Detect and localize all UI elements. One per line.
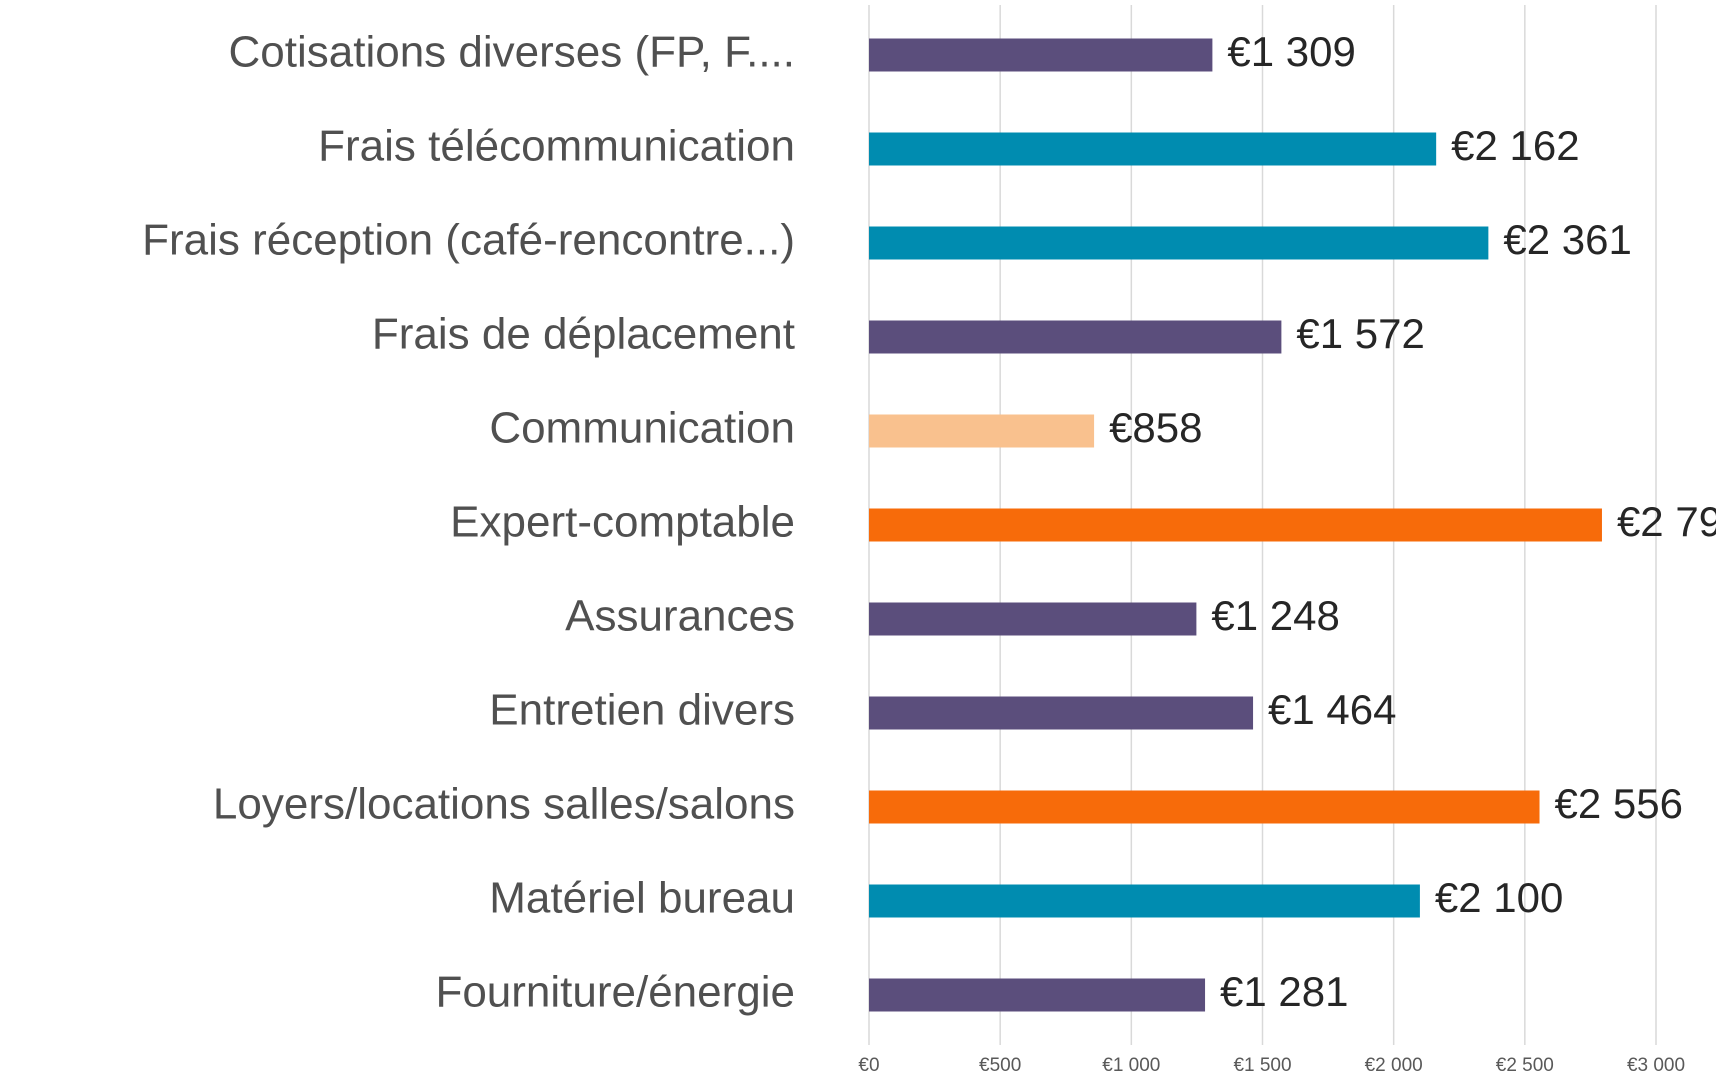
data-label: €1 281	[1220, 968, 1348, 1015]
x-tick-label: €2 000	[1365, 1055, 1423, 1076]
y-tick-label: Frais de déplacement	[372, 310, 795, 359]
bar	[869, 790, 1540, 824]
bar	[869, 320, 1282, 354]
data-label: €2 794	[1617, 498, 1716, 545]
bar	[869, 696, 1254, 730]
bar	[869, 226, 1489, 260]
y-tick-label: Fourniture/énergie	[435, 968, 795, 1017]
y-tick-label: Communication	[489, 404, 795, 453]
data-label: €1 464	[1268, 686, 1396, 733]
y-tick-label: Frais télécommunication	[318, 122, 795, 171]
bar	[869, 38, 1213, 72]
data-label: €1 309	[1227, 28, 1355, 75]
data-label: €858	[1109, 404, 1202, 451]
bar	[869, 132, 1437, 166]
bar	[869, 508, 1602, 542]
x-tick-label: €0	[858, 1055, 879, 1076]
y-tick-label: Frais réception (café-rencontre...)	[142, 216, 795, 265]
y-tick-label: Cotisations diverses (FP, F....	[229, 28, 796, 77]
bar	[869, 602, 1197, 636]
x-tick-label: €1 000	[1102, 1055, 1160, 1076]
x-tick-label: €3 000	[1627, 1055, 1685, 1076]
y-tick-label: Matériel bureau	[489, 874, 795, 923]
data-label: €2 361	[1503, 216, 1631, 263]
y-tick-label: Expert-comptable	[450, 498, 795, 547]
x-tick-label: €500	[979, 1055, 1021, 1076]
data-label: €2 556	[1555, 780, 1683, 827]
x-tick-label: €1 500	[1233, 1055, 1291, 1076]
y-tick-label: Loyers/locations salles/salons	[213, 780, 795, 829]
data-label: €1 248	[1211, 592, 1339, 639]
bar	[869, 414, 1095, 448]
data-label: €2 100	[1435, 874, 1563, 921]
bar	[869, 884, 1420, 918]
data-label: €1 572	[1296, 310, 1424, 357]
bar	[869, 978, 1206, 1012]
data-label: €2 162	[1451, 122, 1579, 169]
x-tick-label: €2 500	[1496, 1055, 1554, 1076]
y-tick-label: Assurances	[565, 592, 795, 641]
y-tick-label: Entretien divers	[489, 686, 795, 735]
